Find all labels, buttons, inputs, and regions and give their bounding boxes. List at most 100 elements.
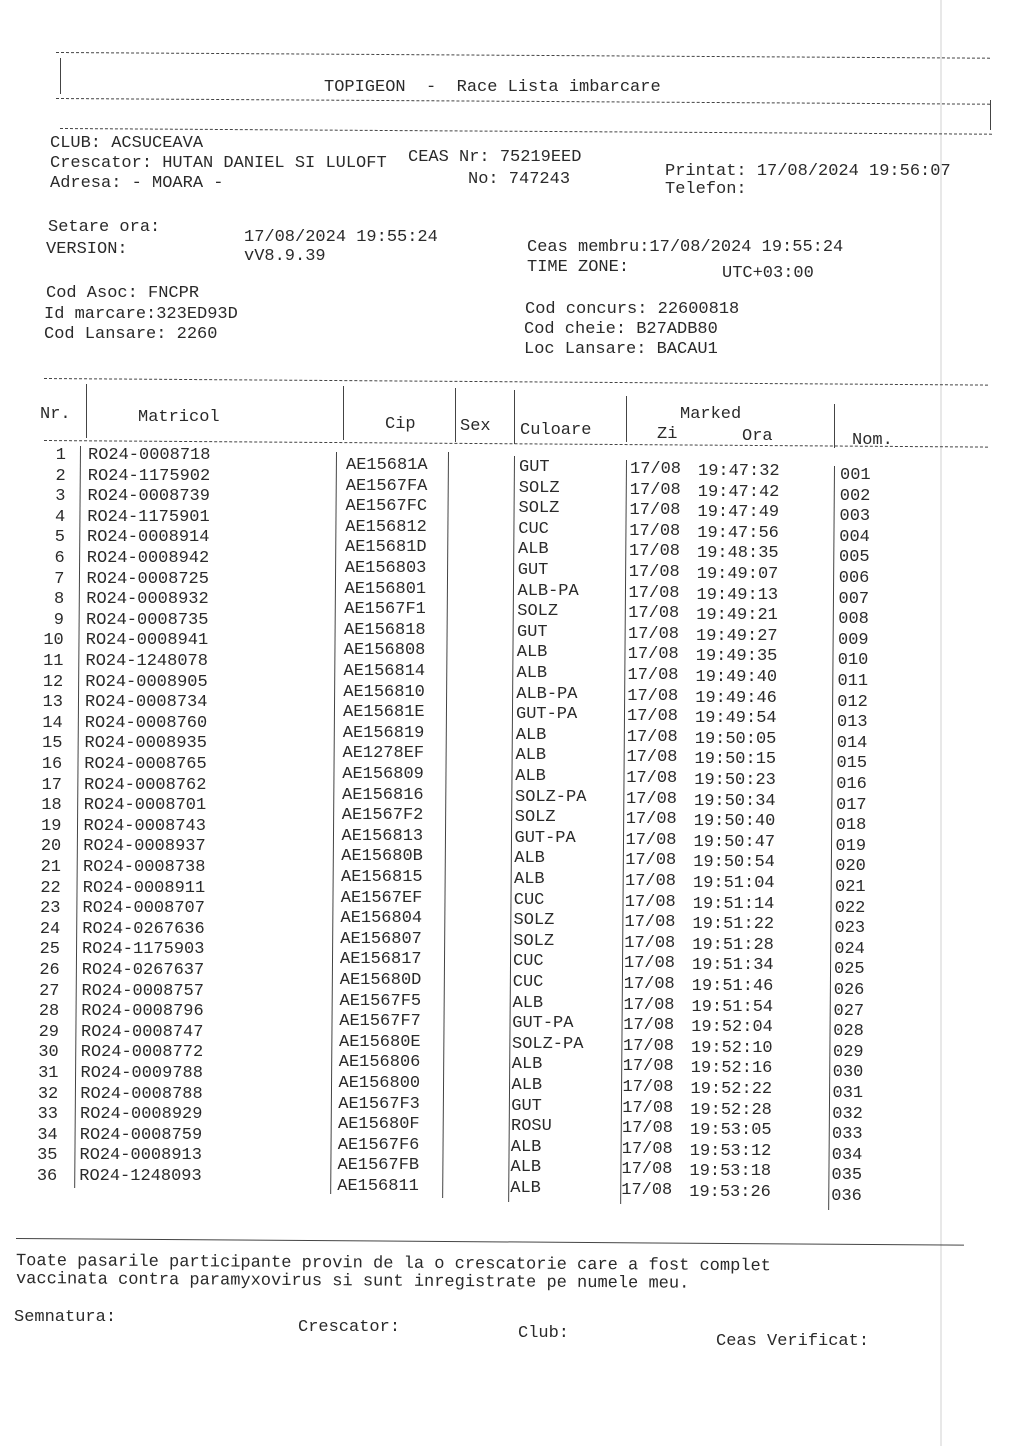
cell-nr: 30 — [38, 1043, 59, 1063]
loc-lansare: Loc Lansare: BACAU1 — [524, 340, 718, 359]
cell-zi: 17/08 — [628, 563, 680, 582]
cell-nom: 029 — [833, 1042, 864, 1062]
cell-ora: 19:53:05 — [690, 1121, 772, 1141]
cell-cip: AE15680E — [339, 1032, 421, 1052]
table-row: 7 RO24-0008725 AE156801 ALB-PA 17/08 19:49:13… — [0, 570, 1024, 609]
cell-zi: 17/08 — [621, 1160, 673, 1180]
table-row: 21 RO24-0008738 AE156815 ALB 17/08 19:51:04 02… — [0, 858, 1024, 897]
table-row: 12 RO24-0008905 AE156810 ALB-PA 17/08 19:49:4… — [0, 672, 1024, 712]
cell-cip: AE156809 — [342, 765, 424, 784]
cell-cip: AE156816 — [342, 785, 424, 805]
cell-nr: 4 — [55, 507, 66, 527]
divider — [55, 52, 990, 59]
cell-cip: AE1567FA — [345, 476, 428, 496]
cell-cip: AE1567FC — [345, 497, 428, 517]
version-label: VERSION: — [46, 240, 128, 259]
table-row: 28 RO24-0008796 AE1567F7 GUT-PA 17/08 19:52:0… — [0, 1002, 1024, 1041]
cell-zi: 17/08 — [621, 1139, 673, 1159]
cell-nr: 19 — [41, 816, 62, 836]
cell-culoare: GUT — [517, 622, 548, 642]
cell-nom: 034 — [831, 1145, 863, 1165]
cell-zi: 17/08 — [630, 460, 682, 479]
cell-nr: 36 — [36, 1167, 58, 1186]
cell-culoare: CUC — [513, 952, 544, 972]
cell-ora: 19:51:28 — [692, 935, 774, 955]
cell-ora: 19:47:42 — [697, 482, 780, 502]
cell-nr: 33 — [37, 1105, 58, 1125]
cell-ora: 19:47:32 — [698, 462, 780, 481]
table-row: 10 RO24-0008941 AE156808 ALB 17/08 19:49:35 01… — [0, 631, 1024, 670]
cell-nr: 25 — [39, 940, 60, 960]
cell-matricol: RO24-1175902 — [87, 466, 211, 486]
cell-matricol: RO24-0008739 — [87, 487, 210, 507]
cell-matricol: RO24-0008913 — [79, 1146, 202, 1166]
table-row: 23 RO24-0008707 AE156804 SOLZ 17/08 19:51:22 0… — [0, 899, 1024, 938]
cell-zi: 17/08 — [628, 624, 680, 644]
cell-matricol: RO24-0009788 — [80, 1064, 203, 1083]
crescator: Crescator: HUTAN DANIEL SI LULOFT — [50, 154, 387, 173]
cell-cip: AE156818 — [344, 620, 426, 640]
ceas-verificat-label: Ceas Verificat: — [716, 1332, 870, 1351]
time-zone-label: TIME ZONE: — [527, 258, 630, 277]
cell-ora: 19:51:54 — [691, 997, 774, 1017]
header-nr: Nr. — [40, 405, 71, 424]
report-title: TOPIGEON - Race Lista imbarcare — [324, 78, 661, 97]
cell-nr: 22 — [40, 878, 61, 898]
cell-ora: 19:49:35 — [695, 647, 778, 667]
table-row: 25 RO24-1175903 AE156817 CUC 17/08 19:51:34 02… — [0, 940, 1024, 979]
cell-cip: AE156815 — [341, 868, 423, 887]
cell-nom: 020 — [835, 857, 866, 877]
cell-culoare: GUT-PA — [516, 705, 578, 725]
cell-zi: 17/08 — [622, 1078, 674, 1097]
table-row: 20 RO24-0008937 AE15680B ALB 17/08 19:50:54 02… — [0, 837, 1024, 876]
divider — [455, 388, 456, 442]
cell-nr: 1 — [55, 446, 66, 465]
cell-matricol: RO24-0008743 — [83, 816, 206, 836]
cell-culoare: ALB — [515, 767, 546, 786]
cell-zi: 17/08 — [627, 707, 679, 727]
table-row: 35 RO24-0008913 AE1567FB ALB 17/08 19:53:18 03… — [0, 1146, 1024, 1185]
cell-cip: AE156801 — [344, 579, 427, 599]
cell-nr: 5 — [54, 528, 65, 548]
cell-culoare: ALB — [516, 643, 548, 663]
cell-cip: AE1567F2 — [341, 806, 424, 826]
cod-asoc: Cod Asoc: FNCPR — [46, 284, 200, 303]
table-row: 27 RO24-0008757 AE1567F5 ALB 17/08 19:51:54 02… — [0, 982, 1024, 1021]
table-row: 26 RO24-0267637 AE15680D CUC 17/08 19:51:46 02… — [0, 961, 1024, 1000]
header-zi: Zi — [657, 425, 678, 444]
table-row: 8 RO24-0008932 AE1567F1 SOLZ 17/08 19:49:21 00… — [0, 590, 1024, 629]
cell-nr: 26 — [39, 961, 60, 980]
cell-ora: 19:51:22 — [692, 915, 775, 935]
cell-ora: 19:48:35 — [697, 544, 779, 564]
cell-culoare: GUT-PA — [514, 828, 576, 848]
crescator-signature-label: Crescator: — [298, 1318, 401, 1337]
ceas-membru: Ceas membru:17/08/2024 19:55:24 — [527, 238, 844, 257]
cell-culoare: ALB — [512, 993, 544, 1013]
cell-culoare: SOLZ — [513, 931, 555, 951]
cell-nr: 28 — [38, 1002, 60, 1022]
cod-concurs: Cod concurs: 22600818 — [525, 300, 740, 319]
cell-culoare: ALB-PA — [516, 684, 578, 704]
cell-ora: 19:50:40 — [693, 812, 776, 832]
cell-nom: 016 — [836, 775, 867, 794]
divider — [15, 1238, 964, 1246]
cell-culoare: ALB — [516, 664, 548, 683]
cell-culoare: ROSU — [511, 1117, 552, 1137]
cell-matricol: RO24-0008735 — [86, 610, 209, 630]
cell-ora: 19:52:10 — [691, 1038, 773, 1058]
cell-nr: 12 — [42, 672, 64, 692]
cell-zi: 17/08 — [625, 830, 677, 850]
declaration-line-2: vaccinata contra paramyxovirus si sunt i… — [15, 1270, 690, 1294]
cell-culoare: ALB — [511, 1055, 543, 1075]
cell-nr: 8 — [54, 590, 65, 610]
cell-nom: 023 — [834, 919, 866, 939]
cod-cheie: Cod cheie: B27ADB80 — [524, 320, 718, 339]
cell-ora: 19:51:34 — [692, 956, 774, 976]
table-row: 19 RO24-0008743 AE156813 GUT-PA 17/08 19:50:4… — [0, 816, 1024, 856]
cell-nom: 035 — [831, 1166, 863, 1186]
cell-cip: AE156813 — [341, 826, 424, 846]
cell-ora: 19:49:21 — [696, 606, 778, 626]
cell-zi: 17/08 — [623, 975, 675, 994]
cell-ora: 19:49:54 — [695, 709, 777, 729]
setare-ora-label: Setare ora: — [48, 218, 161, 237]
